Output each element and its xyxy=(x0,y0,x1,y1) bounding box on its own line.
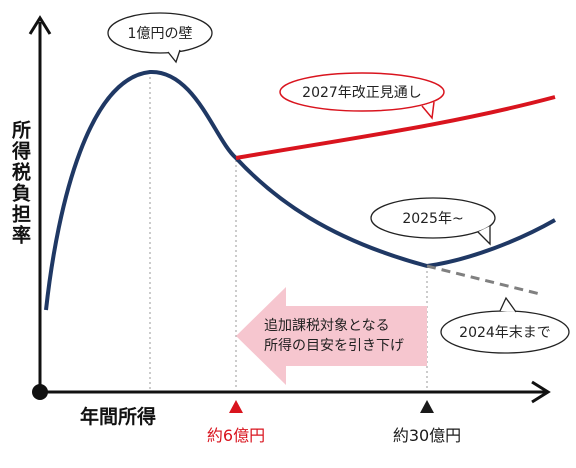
from-2025-callout-tail xyxy=(477,226,491,246)
six-oku-marker-triangle xyxy=(229,400,243,413)
revision-callout-tail xyxy=(421,101,435,120)
arrow-note-line1: 追加課税対象となる xyxy=(264,318,390,334)
wall-callout-tail xyxy=(167,49,181,64)
wall-callout-text: 1億円の壁 xyxy=(128,26,193,42)
y-axis-arrowhead xyxy=(28,15,52,35)
until-2024-dashed-line xyxy=(426,264,541,296)
from-2025-callout-bubble xyxy=(370,197,496,239)
arrow-note-line2: 所得の目安を引き下げ xyxy=(264,337,404,354)
origin-dot xyxy=(32,384,48,400)
wall-callout-bubble xyxy=(107,12,213,54)
x-axis-label: 年間所得 xyxy=(80,405,156,428)
thirty-oku-marker-label: 約30億円 xyxy=(393,426,461,445)
x-axis-arrowhead xyxy=(531,380,551,404)
revision-callout-text: 2027年改正見通し xyxy=(302,85,422,101)
lowering-threshold-arrow xyxy=(236,287,427,385)
six-oku-marker-label: 約6億円 xyxy=(207,426,265,445)
y-axis-label: 所得税負担率 xyxy=(9,120,32,246)
revision-2027-line xyxy=(235,95,556,160)
until-2024-callout-tail xyxy=(499,296,517,313)
until-2024-callout-text: 2024年末まで xyxy=(459,325,551,341)
revision-callout-bubble xyxy=(279,72,445,112)
thirty-oku-marker-triangle xyxy=(420,400,434,413)
tax-burden-curve xyxy=(44,69,556,311)
from-2025-callout-text: 2025年~ xyxy=(402,211,463,227)
